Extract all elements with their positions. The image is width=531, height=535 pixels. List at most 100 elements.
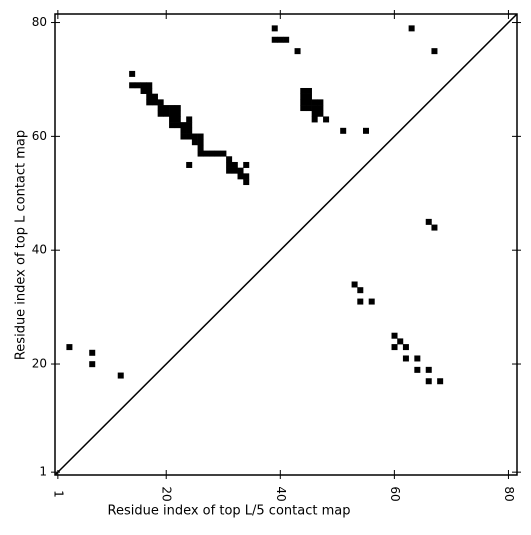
contact-cell: [226, 156, 233, 163]
contact-cell: [397, 338, 404, 345]
contact-cell: [214, 150, 221, 157]
contact-cell: [157, 99, 164, 106]
contact-cell: [226, 167, 233, 174]
contact-cell: [357, 287, 364, 294]
contact-cell: [174, 116, 181, 123]
contact-cell: [186, 127, 193, 134]
contact-cell: [169, 110, 176, 117]
contact-cell: [169, 105, 176, 112]
contact-cell: [146, 93, 153, 100]
contact-cell: [311, 105, 318, 112]
contact-cell: [163, 110, 170, 117]
x-tick-label: 1: [51, 490, 65, 498]
contact-cell: [351, 281, 358, 288]
contact-cell: [243, 179, 250, 186]
contact-cell: [134, 82, 141, 89]
contact-cell: [271, 36, 278, 43]
contact-cell: [186, 161, 193, 168]
contact-cell: [311, 99, 318, 106]
contact-cell: [431, 48, 438, 55]
contact-cell: [197, 150, 204, 157]
contact-cell: [414, 366, 421, 373]
contact-cell: [357, 298, 364, 305]
contact-cell: [231, 167, 238, 174]
y-tick-label: 40: [32, 243, 47, 257]
contact-cell: [89, 349, 96, 356]
plot-frame: [54, 13, 518, 476]
contact-cell: [117, 372, 124, 379]
contact-cell: [243, 173, 250, 180]
contact-cell: [140, 87, 147, 94]
contact-cell: [231, 161, 238, 168]
contact-cell: [186, 122, 193, 129]
contact-cell: [151, 93, 158, 100]
contact-cell: [174, 105, 181, 112]
y-axis-label: Residue index of top L contact map: [14, 130, 29, 360]
contact-cell: [317, 99, 324, 106]
y-tick-label: 80: [32, 15, 47, 29]
x-tick-label: 60: [388, 486, 402, 501]
contact-cell: [140, 82, 147, 89]
contact-cell: [305, 105, 312, 112]
contact-cell: [305, 99, 312, 106]
contact-cell: [402, 355, 409, 362]
contact-cell: [300, 93, 307, 100]
contact-cell: [163, 105, 170, 112]
contact-cell: [300, 87, 307, 94]
y-tick-label: 60: [32, 129, 47, 143]
contact-cell: [66, 344, 73, 351]
x-tick-label: 40: [274, 486, 288, 501]
contact-cell: [191, 133, 198, 140]
contact-cell: [129, 70, 136, 77]
contact-cell: [186, 133, 193, 140]
contact-cell: [157, 105, 164, 112]
contact-cell: [129, 82, 136, 89]
contact-cell: [174, 110, 181, 117]
contact-cell: [180, 122, 187, 129]
contact-cell: [391, 332, 398, 339]
contact-cell: [340, 127, 347, 134]
contact-cell: [425, 378, 432, 385]
contact-cell: [209, 150, 216, 157]
contact-cell: [317, 105, 324, 112]
y-tick-label: 20: [32, 357, 47, 371]
contact-cell: [431, 224, 438, 231]
contact-cell: [180, 133, 187, 140]
y-tick-label: 1: [39, 465, 47, 479]
contact-cell: [157, 110, 164, 117]
contact-cell: [305, 93, 312, 100]
contact-cell: [300, 99, 307, 106]
contact-cell: [368, 298, 375, 305]
contact-cell: [203, 150, 210, 157]
contact-cell: [197, 144, 204, 151]
contact-cell: [146, 87, 153, 94]
x-tick-label: 20: [160, 486, 174, 501]
contact-cell: [243, 161, 250, 168]
x-tick-label: 80: [502, 486, 516, 501]
contact-cell: [311, 110, 318, 117]
contact-cell: [169, 116, 176, 123]
contact-cell: [197, 139, 204, 146]
contact-cell: [402, 344, 409, 351]
contact-cell: [174, 122, 181, 129]
contact-cell: [311, 116, 318, 123]
contact-cell: [317, 110, 324, 117]
contact-cell: [425, 366, 432, 373]
contact-cell: [146, 99, 153, 106]
contact-cell: [226, 161, 233, 168]
contact-cell: [437, 378, 444, 385]
contact-cell: [169, 122, 176, 129]
contact-cell: [186, 116, 193, 123]
contact-cell: [283, 36, 290, 43]
contact-cell: [425, 218, 432, 225]
diagonal-line: [54, 13, 518, 476]
contact-cell: [89, 361, 96, 368]
contact-cell: [271, 25, 278, 32]
contact-cell: [180, 127, 187, 134]
contact-cell: [294, 48, 301, 55]
contact-cell: [220, 150, 227, 157]
contact-cell: [408, 25, 415, 32]
x-axis-label: Residue index of top L/5 contact map: [108, 504, 351, 519]
contact-cell: [191, 139, 198, 146]
